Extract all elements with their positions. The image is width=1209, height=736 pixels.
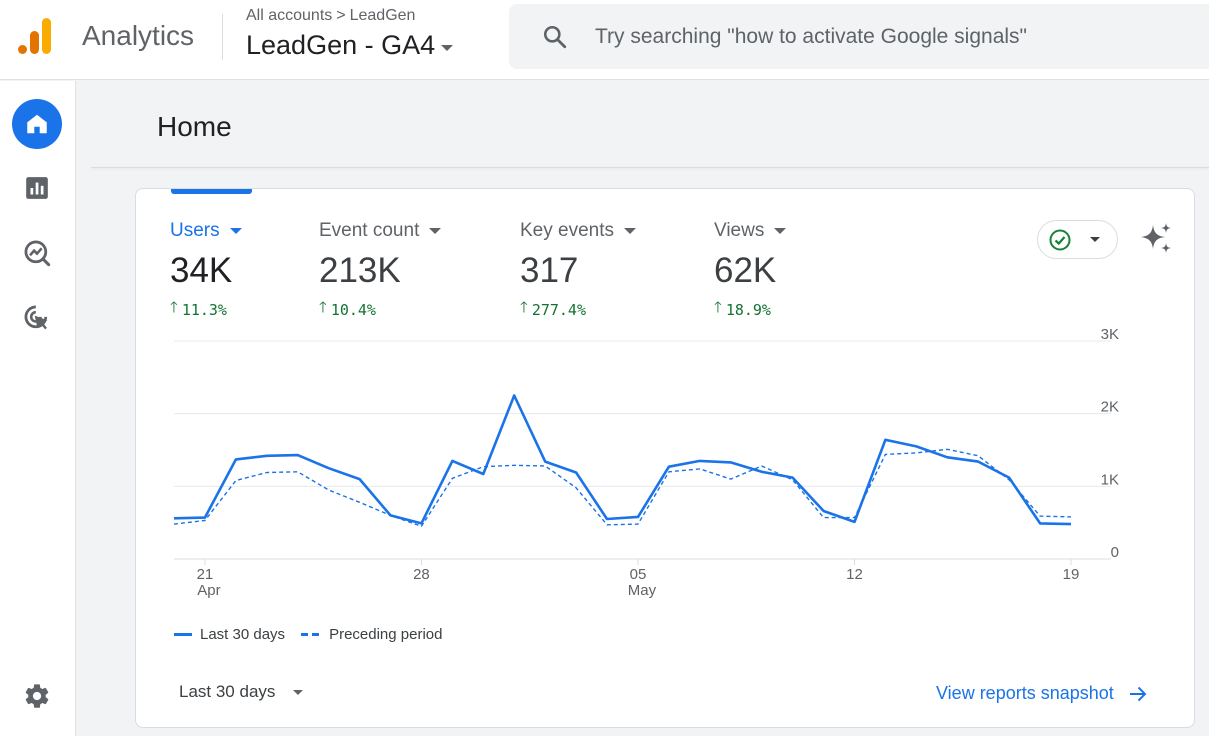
caret-down-icon xyxy=(774,228,787,234)
x-tick-day-label: 12 xyxy=(846,566,863,583)
metric-value: 62K xyxy=(714,251,777,290)
legend-current-label: Last 30 days xyxy=(200,626,286,643)
snapshot-link-label: View reports snapshot xyxy=(936,683,1114,703)
y-tick-label: 1K xyxy=(1101,471,1119,488)
legend-solid-swatch xyxy=(174,633,192,636)
overview-card: Users 34K 🡑 11.3% Event count 213K 🡑 10.4%… xyxy=(135,188,1195,728)
analytics-logo[interactable] xyxy=(18,16,58,56)
arrow-up-icon: 🡑 xyxy=(319,298,327,316)
metric-label: Event count xyxy=(319,220,420,241)
check-circle-icon xyxy=(1049,229,1071,251)
metric-tab-users[interactable]: Users 34K 🡑 11.3% xyxy=(170,219,242,322)
metric-label: Key events xyxy=(520,220,614,241)
breadcrumb-property[interactable]: LeadGen xyxy=(349,7,416,24)
metric-change: 277.4% xyxy=(531,300,586,319)
caret-down-icon xyxy=(293,689,304,695)
divider xyxy=(222,14,223,60)
series-line-preceding-period xyxy=(173,448,1072,528)
caret-down-icon xyxy=(229,228,242,234)
arrow-up-icon: 🡑 xyxy=(170,298,178,316)
home-icon xyxy=(27,114,47,134)
caret-down-icon xyxy=(429,228,442,234)
breadcrumb-account[interactable]: All accounts xyxy=(246,7,333,24)
gear-icon xyxy=(25,684,49,708)
arrow-right-icon xyxy=(1129,686,1147,701)
breadcrumb-separator: > xyxy=(336,7,346,24)
search-icon[interactable] xyxy=(542,24,568,50)
nav-advertising[interactable] xyxy=(12,293,62,343)
date-range-label: Last 30 days xyxy=(179,682,276,701)
date-range-selector[interactable]: Last 30 days xyxy=(179,682,304,702)
side-nav xyxy=(0,81,76,736)
view-reports-snapshot-link[interactable]: View reports snapshot xyxy=(936,683,1148,704)
y-tick-label: 0 xyxy=(1111,544,1119,561)
metric-tab-event-count[interactable]: Event count 213K 🡑 10.4% xyxy=(319,219,442,322)
x-tick-month-label: May xyxy=(628,582,657,599)
nav-admin[interactable] xyxy=(12,671,62,721)
x-tick-day-label: 19 xyxy=(1063,566,1080,583)
x-tick-day-label: 28 xyxy=(413,566,430,583)
nav-explore[interactable] xyxy=(12,228,62,278)
app-brand: Analytics xyxy=(82,20,195,51)
active-tab-indicator xyxy=(171,189,252,194)
arrow-up-icon: 🡑 xyxy=(714,298,722,316)
nav-home[interactable] xyxy=(12,99,62,149)
main-content: Home Users 34K 🡑 11.3% Event count 213K 🡑… xyxy=(77,81,1209,736)
legend-previous-label: Preceding period xyxy=(329,626,443,643)
y-tick-label: 2K xyxy=(1101,399,1119,416)
series-line-last-30-days xyxy=(173,394,1072,526)
page-title: Home xyxy=(157,111,232,142)
metric-tab-key-events[interactable]: Key events 317 🡑 277.4% xyxy=(520,219,636,322)
metric-value: 317 xyxy=(520,251,579,290)
caret-down-icon xyxy=(1090,237,1100,242)
bar-chart-icon xyxy=(26,177,48,199)
y-tick-label: 3K xyxy=(1101,329,1119,343)
chart-legend: Last 30 days Preceding period xyxy=(174,626,442,643)
search-bar[interactable] xyxy=(509,4,1209,69)
caret-down-icon xyxy=(441,44,454,51)
arrow-up-icon: 🡑 xyxy=(520,298,528,316)
breadcrumb[interactable]: All accounts > LeadGen xyxy=(246,7,415,25)
nav-reports[interactable] xyxy=(12,163,62,213)
metric-tab-views[interactable]: Views 62K 🡑 18.9% xyxy=(714,219,787,322)
advertising-icon xyxy=(24,305,48,330)
metric-label: Views xyxy=(714,220,765,241)
x-tick-day-label: 21 xyxy=(197,566,214,583)
search-input[interactable] xyxy=(595,18,1195,56)
sparkle-insights-icon[interactable] xyxy=(1139,221,1175,257)
metric-label: Users xyxy=(170,220,220,241)
data-status-button[interactable] xyxy=(1037,220,1118,259)
top-bar: Analytics All accounts > LeadGen LeadGen… xyxy=(0,0,1209,80)
metric-change: 18.9% xyxy=(725,300,771,319)
property-selector-label: LeadGen - GA4 xyxy=(246,30,436,60)
metric-value: 213K xyxy=(319,251,401,290)
x-tick-month-label: Apr xyxy=(197,582,220,599)
explore-icon xyxy=(24,240,51,267)
property-selector[interactable]: LeadGen - GA4 xyxy=(246,30,454,61)
header-divider xyxy=(91,167,1209,168)
metric-value: 34K xyxy=(170,251,233,290)
metric-change: 11.3% xyxy=(181,300,227,319)
caret-down-icon xyxy=(624,228,636,234)
metric-change: 10.4% xyxy=(330,300,376,319)
legend-dashed-swatch xyxy=(301,633,322,636)
x-tick-day-label: 05 xyxy=(630,566,647,583)
